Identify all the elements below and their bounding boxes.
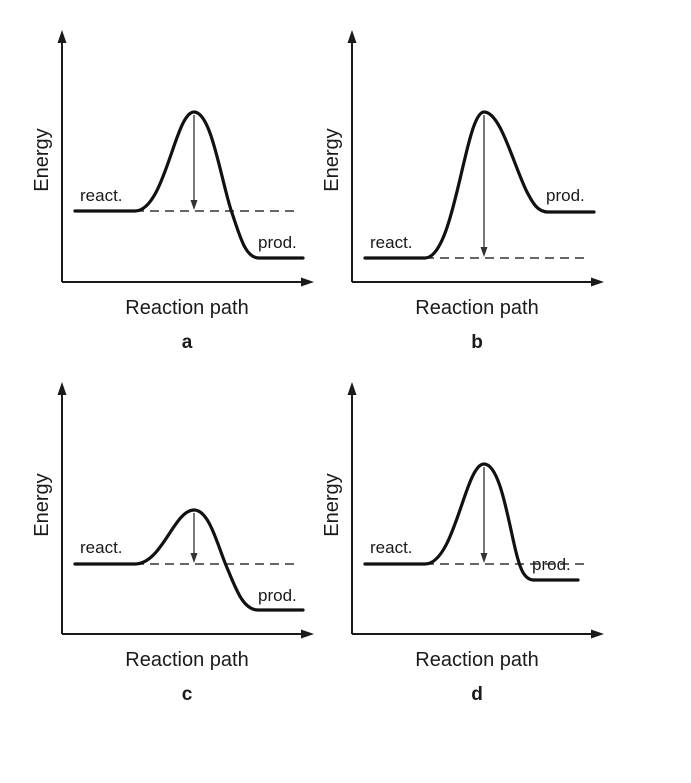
y-axis-label: Energy <box>31 473 53 536</box>
product-label: prod. <box>258 586 297 605</box>
y-axis-label: Energy <box>321 128 343 191</box>
reactant-label: react. <box>80 186 123 205</box>
product-label: prod. <box>258 233 297 252</box>
panel-letter: b <box>471 332 483 353</box>
y-axis-arrowhead <box>57 30 67 43</box>
panel-letter: d <box>471 684 483 705</box>
y-axis-arrowhead <box>347 30 357 43</box>
energy-arrowhead <box>190 553 198 563</box>
panel-b: Energy Reaction path react. prod. b <box>321 30 604 353</box>
panel-c: Energy Reaction path react. prod. c <box>31 382 314 705</box>
reactant-label: react. <box>80 538 123 557</box>
panel-letter: c <box>182 684 193 705</box>
x-axis-label: Reaction path <box>415 649 538 671</box>
x-axis-arrowhead <box>301 629 314 639</box>
energy-arrowhead <box>190 200 198 210</box>
energy-curve <box>363 110 596 260</box>
x-axis-arrowhead <box>591 277 604 287</box>
energy-curve <box>363 462 580 582</box>
y-axis-label: Energy <box>31 128 53 191</box>
y-axis-label: Energy <box>321 473 343 536</box>
x-axis-label: Reaction path <box>125 297 248 319</box>
x-axis-label: Reaction path <box>415 297 538 319</box>
energy-arrowhead <box>480 553 488 563</box>
panel-a: Energy Reaction path react. prod. a <box>31 30 314 353</box>
energy-arrowhead <box>480 247 488 257</box>
reactant-label: react. <box>370 233 413 252</box>
energy-curve <box>73 110 305 260</box>
x-axis-arrowhead <box>301 277 314 287</box>
y-axis-arrowhead <box>347 382 357 395</box>
x-axis-arrowhead <box>591 629 604 639</box>
x-axis-label: Reaction path <box>125 649 248 671</box>
product-label: prod. <box>532 555 571 574</box>
product-label: prod. <box>546 186 585 205</box>
y-axis-arrowhead <box>57 382 67 395</box>
panel-letter: a <box>182 332 193 353</box>
panel-d: Energy Reaction path react. prod. d <box>321 382 604 705</box>
energy-curve <box>73 508 305 612</box>
reactant-label: react. <box>370 538 413 557</box>
